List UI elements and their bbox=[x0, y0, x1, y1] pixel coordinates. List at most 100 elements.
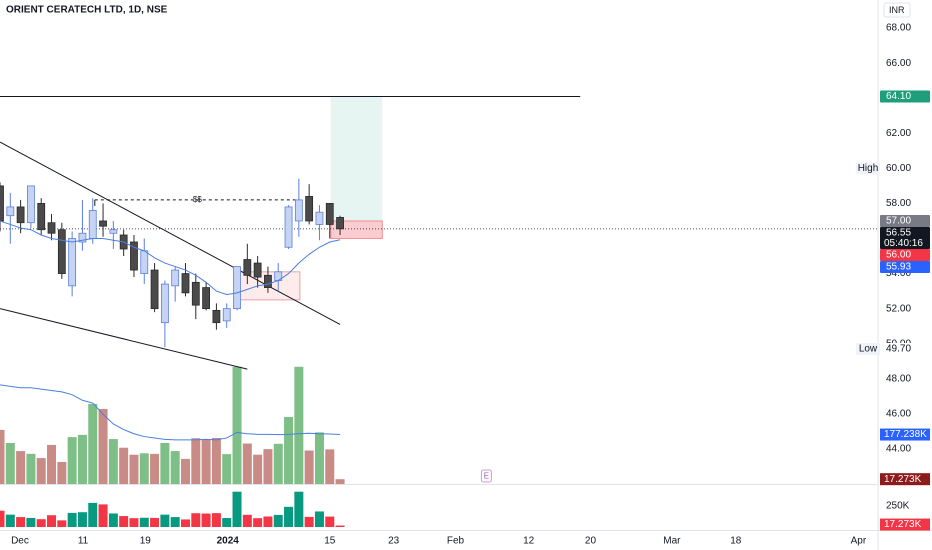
candle-body bbox=[0, 185, 4, 222]
volume-bar bbox=[201, 439, 211, 484]
volume2-bar bbox=[180, 519, 190, 527]
volume2-bar bbox=[47, 515, 57, 527]
x-tick-label: 19 bbox=[140, 536, 152, 547]
candle-body bbox=[140, 250, 149, 274]
candle-body bbox=[160, 283, 169, 324]
y-tick-label: 62.00 bbox=[886, 128, 911, 139]
volume-bar bbox=[77, 434, 87, 484]
moving-average bbox=[0, 220, 341, 296]
x-tick-label: Mar bbox=[663, 536, 681, 547]
volume2-bar bbox=[36, 519, 46, 527]
volume-label: 177.238K bbox=[884, 429, 927, 440]
volume2-bar bbox=[5, 514, 15, 527]
volume2-bar bbox=[160, 514, 170, 527]
volume2-bar bbox=[242, 514, 252, 527]
candle-body bbox=[181, 273, 190, 294]
volume2-bar bbox=[77, 512, 87, 527]
candle-body bbox=[212, 309, 221, 324]
volume-bar bbox=[47, 444, 57, 484]
volume-bar bbox=[98, 408, 108, 484]
volume-bar bbox=[263, 449, 273, 484]
trendline bbox=[0, 141, 341, 325]
candle-body bbox=[88, 210, 97, 239]
candle-body bbox=[47, 222, 56, 234]
x-tick-label: 23 bbox=[388, 536, 400, 547]
y-tick-label: 52.00 bbox=[886, 303, 911, 314]
volume-bar bbox=[150, 453, 160, 484]
volume-ma-line bbox=[0, 384, 341, 441]
candle-body bbox=[150, 269, 159, 310]
volume2-bar bbox=[273, 514, 283, 527]
volume2-tick-label: 250K bbox=[886, 501, 910, 512]
x-tick-label: 11 bbox=[78, 536, 89, 547]
liquidity-label: $$ bbox=[193, 195, 202, 204]
chart-title: ORIENT CERATECH LTD, 1D, NSE bbox=[6, 5, 168, 16]
volume-bar bbox=[335, 479, 345, 484]
volume2-bar bbox=[57, 520, 67, 527]
volume-bar bbox=[57, 461, 67, 484]
volume-label: 17.273K bbox=[884, 474, 922, 485]
y-tick-label: 58.00 bbox=[886, 198, 911, 209]
price-label: 57.00 bbox=[886, 216, 911, 227]
y-tick-label: 54.00 bbox=[886, 268, 911, 279]
volume2-bar bbox=[325, 516, 335, 527]
volume-bar bbox=[273, 443, 283, 484]
position-target bbox=[330, 96, 383, 221]
y-tick-label: 68.00 bbox=[886, 23, 911, 34]
currency[interactable]: INR bbox=[889, 5, 905, 15]
volume-label-box bbox=[880, 428, 930, 441]
volume2-bar bbox=[294, 491, 304, 527]
volume2-bar bbox=[170, 517, 180, 527]
volume-bar bbox=[222, 454, 232, 484]
volume2-label: 17.273K bbox=[884, 519, 922, 530]
x-tick-label: 18 bbox=[730, 536, 742, 547]
volume-bar bbox=[170, 451, 180, 484]
volume2-bar bbox=[88, 502, 98, 527]
currency-box[interactable] bbox=[883, 2, 911, 18]
price-label-box bbox=[880, 214, 930, 227]
candle-body bbox=[264, 274, 272, 288]
volume2-bar bbox=[253, 518, 263, 527]
volume2-bar bbox=[67, 512, 77, 527]
price-label: 55.93 bbox=[886, 262, 911, 273]
candle-body bbox=[325, 203, 334, 225]
candle-body bbox=[57, 229, 66, 274]
volume2-bar bbox=[98, 504, 108, 527]
volume2-bar bbox=[211, 513, 221, 527]
volume-bar bbox=[160, 442, 170, 484]
candle-body bbox=[336, 217, 344, 230]
volume2-bar bbox=[26, 517, 36, 527]
price-label: 56.00 bbox=[886, 250, 911, 261]
x-tick-label: 15 bbox=[324, 536, 336, 547]
x-tick-label: Feb bbox=[447, 536, 465, 547]
volume-bar bbox=[67, 437, 77, 484]
candle-body bbox=[130, 241, 138, 271]
volume-bar bbox=[16, 451, 26, 484]
volume2-bar bbox=[314, 511, 324, 527]
volume-bar bbox=[108, 439, 118, 484]
volume2-bar bbox=[222, 518, 232, 527]
candle-body bbox=[294, 199, 303, 222]
candle-body bbox=[16, 206, 25, 224]
volume-label-box bbox=[880, 473, 930, 486]
y-tick-label: 46.00 bbox=[886, 408, 911, 419]
price-label-box bbox=[880, 342, 930, 355]
candle-body bbox=[253, 262, 262, 278]
volume-bar bbox=[26, 453, 36, 484]
candle-body bbox=[6, 206, 15, 217]
volume2-bar bbox=[129, 518, 139, 527]
candle-body bbox=[305, 196, 314, 222]
volume-bar bbox=[304, 450, 314, 484]
volume2-bar bbox=[16, 517, 26, 527]
volume-bar bbox=[232, 366, 242, 484]
x-tick-label: 2024 bbox=[217, 536, 240, 547]
x-tick-label: 12 bbox=[523, 536, 535, 547]
volume2-bar bbox=[150, 517, 160, 527]
x-tick-label: 20 bbox=[585, 536, 597, 547]
price-label: 60.00 bbox=[886, 163, 911, 174]
volume2-bar bbox=[335, 525, 345, 527]
earnings-marker: E bbox=[484, 472, 489, 481]
volume-bar bbox=[119, 447, 129, 484]
y-tick-label: 48.00 bbox=[886, 373, 911, 384]
volume2-bar bbox=[108, 513, 118, 527]
